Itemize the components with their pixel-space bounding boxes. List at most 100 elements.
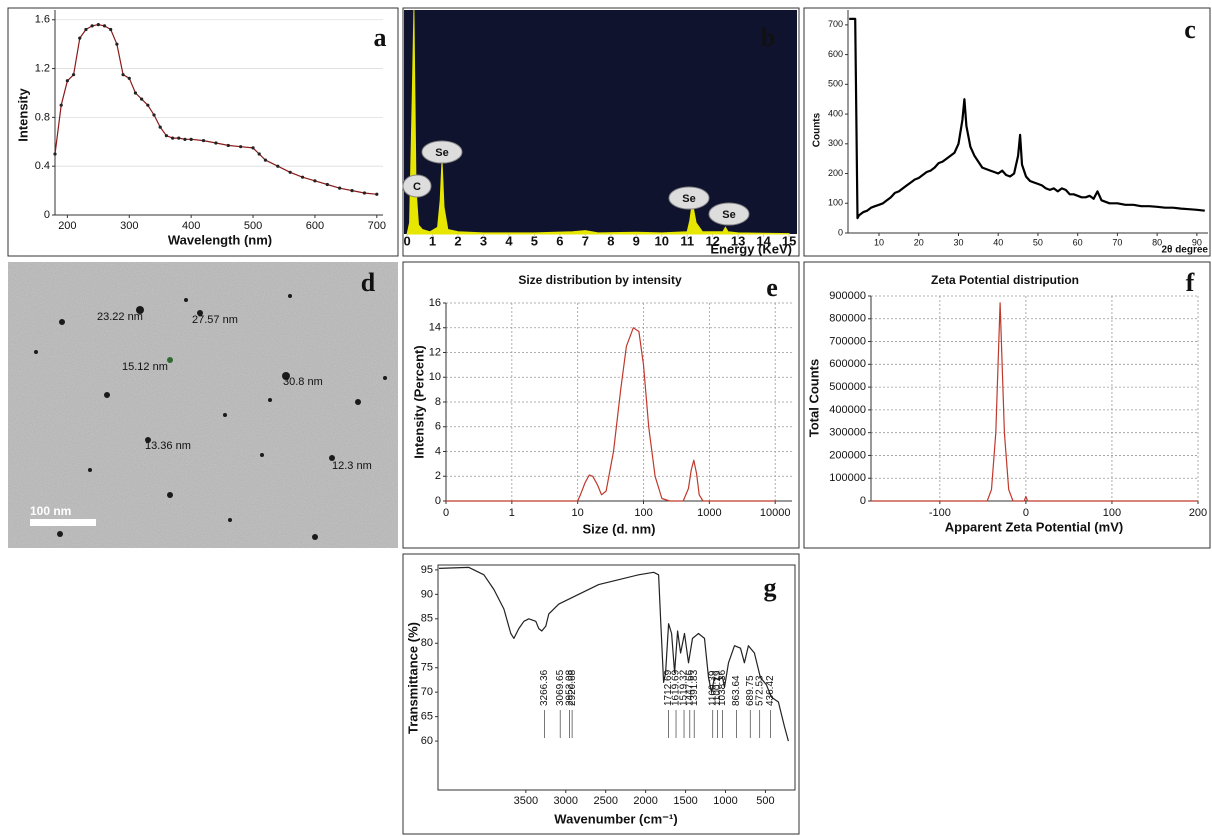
panel-letter: g [764, 573, 777, 602]
peak-label: 1447.66 [684, 669, 695, 706]
y-tick-label: 0 [860, 495, 866, 507]
x-tick-label: 10000 [760, 507, 791, 519]
peak-label: Se [682, 193, 695, 205]
x-tick-label: 1 [429, 233, 436, 248]
x-tick-label: 13 [731, 233, 745, 248]
y-tick-label: 700000 [829, 335, 866, 347]
x-tick-label: 500 [244, 220, 262, 232]
x-tick-label: 300 [120, 220, 138, 232]
y-tick-label: 0 [44, 209, 50, 221]
y-tick-label: 500000 [829, 381, 866, 393]
data-point [164, 134, 168, 138]
data-point [251, 146, 255, 150]
peak-label: 689.75 [745, 675, 756, 706]
y-tick-label: 900000 [829, 290, 866, 302]
x-tick-label: 3 [480, 233, 487, 248]
y-tick-label: 8 [435, 396, 441, 408]
y-tick-label: 400000 [829, 404, 866, 416]
peak-label: 1619.69 [671, 669, 682, 706]
panel-frame [402, 553, 800, 835]
scale-bar [30, 519, 96, 526]
x-tick-label: 200 [1189, 507, 1207, 519]
spectrum-area [406, 9, 790, 235]
x-tick-label: 6 [556, 233, 563, 248]
peak-label: 2952.08 [564, 669, 575, 706]
x-tick-label: 14 [756, 233, 771, 248]
x-tick-label: 3500 [514, 795, 538, 807]
y-axis-label: Intensity (Percent) [411, 345, 426, 458]
y-tick-label: 600000 [829, 358, 866, 370]
panel-frame [402, 7, 800, 257]
y-tick-label: 95 [421, 564, 433, 576]
x-tick-label: 70 [1112, 237, 1122, 247]
y-tick-label: 0.4 [35, 160, 50, 172]
panel-frame [803, 7, 1211, 257]
plot-background [404, 10, 797, 234]
data-point [146, 103, 150, 107]
x-tick-label: 90 [1192, 237, 1202, 247]
y-tick-label: 1.6 [35, 14, 50, 26]
peak-label: 1100.19 [712, 670, 723, 706]
y-axis-label: Transmittance (%) [405, 622, 420, 734]
y-tick-label: 75 [421, 662, 433, 674]
data-point [158, 125, 162, 129]
data-point [140, 97, 144, 101]
y-tick-label: 0 [435, 495, 441, 507]
y-axis-label: Intensity [15, 88, 30, 142]
data-line [54, 24, 377, 195]
data-point [84, 27, 88, 32]
data-point [300, 175, 305, 179]
x-tick-label: 40 [993, 237, 1003, 247]
y-tick-label: 600 [828, 49, 843, 59]
data-point [177, 136, 181, 140]
y-tick-label: 100000 [829, 472, 866, 484]
y-tick-label: 6 [435, 421, 441, 433]
peak-badge [421, 140, 463, 164]
x-tick-label: 8 [607, 233, 614, 248]
panel-letter: a [374, 23, 387, 52]
data-point [288, 170, 292, 174]
panel: 0 2 4 6 8 10 12 14 16 0 1 10 100 1000 10000 e Size distr… [402, 261, 800, 549]
x-tick-label: 700 [368, 220, 386, 232]
panel-letter: b [761, 23, 775, 52]
data-point [375, 192, 379, 196]
data-point [350, 188, 354, 193]
panel-frame [803, 261, 1211, 549]
y-tick-label: 85 [421, 613, 433, 625]
x-tick-label: 0 [443, 507, 449, 519]
y-tick-label: 4 [435, 445, 441, 457]
peak-label: 1712.69 [663, 669, 674, 706]
panel: 0 100000 200000 300000 400000 500000 600000 700… [803, 261, 1211, 549]
x-tick-label: 60 [1073, 237, 1083, 247]
size-annotation: 23.22 nm [97, 311, 143, 323]
peak-label: Se [435, 147, 448, 159]
tem-texture [8, 262, 398, 548]
x-tick-label: 10 [572, 507, 584, 519]
data-line [871, 302, 1198, 502]
x-axis-label: Energy (KeV) [710, 241, 792, 256]
x-tick-label: 1000 [713, 795, 737, 807]
y-tick-label: 60 [421, 735, 433, 747]
x-tick-label: 80 [1152, 237, 1162, 247]
size-annotation: 12.3 nm [332, 460, 372, 472]
y-tick-label: 12 [429, 346, 441, 358]
x-tick-label: 2 [454, 233, 461, 248]
peak-label: 1519.32 [679, 669, 690, 706]
y-tick-label: 700 [828, 19, 843, 29]
particles [34, 294, 387, 540]
y-tick-label: 16 [429, 297, 441, 309]
panel: 0 0.4 0.8 1.2 1.6 200 300 400 500 600 700 a Waveleng… [7, 7, 399, 257]
data-line [849, 17, 1205, 220]
x-tick-label: 2000 [633, 795, 657, 807]
y-tick-label: 70 [421, 686, 433, 698]
peak-label: 863.64 [731, 675, 742, 706]
x-tick-label: -100 [929, 507, 951, 519]
panel-d: 100 nm d 23.22 nm 27.57 nm 15.12 nm 30.8 nm… [8, 262, 398, 548]
data-point [170, 136, 175, 140]
data-point [78, 36, 82, 40]
x-tick-label: 100 [634, 507, 652, 519]
y-tick-label: 1.2 [35, 62, 50, 74]
y-axis-label: Total Counts [806, 359, 821, 437]
